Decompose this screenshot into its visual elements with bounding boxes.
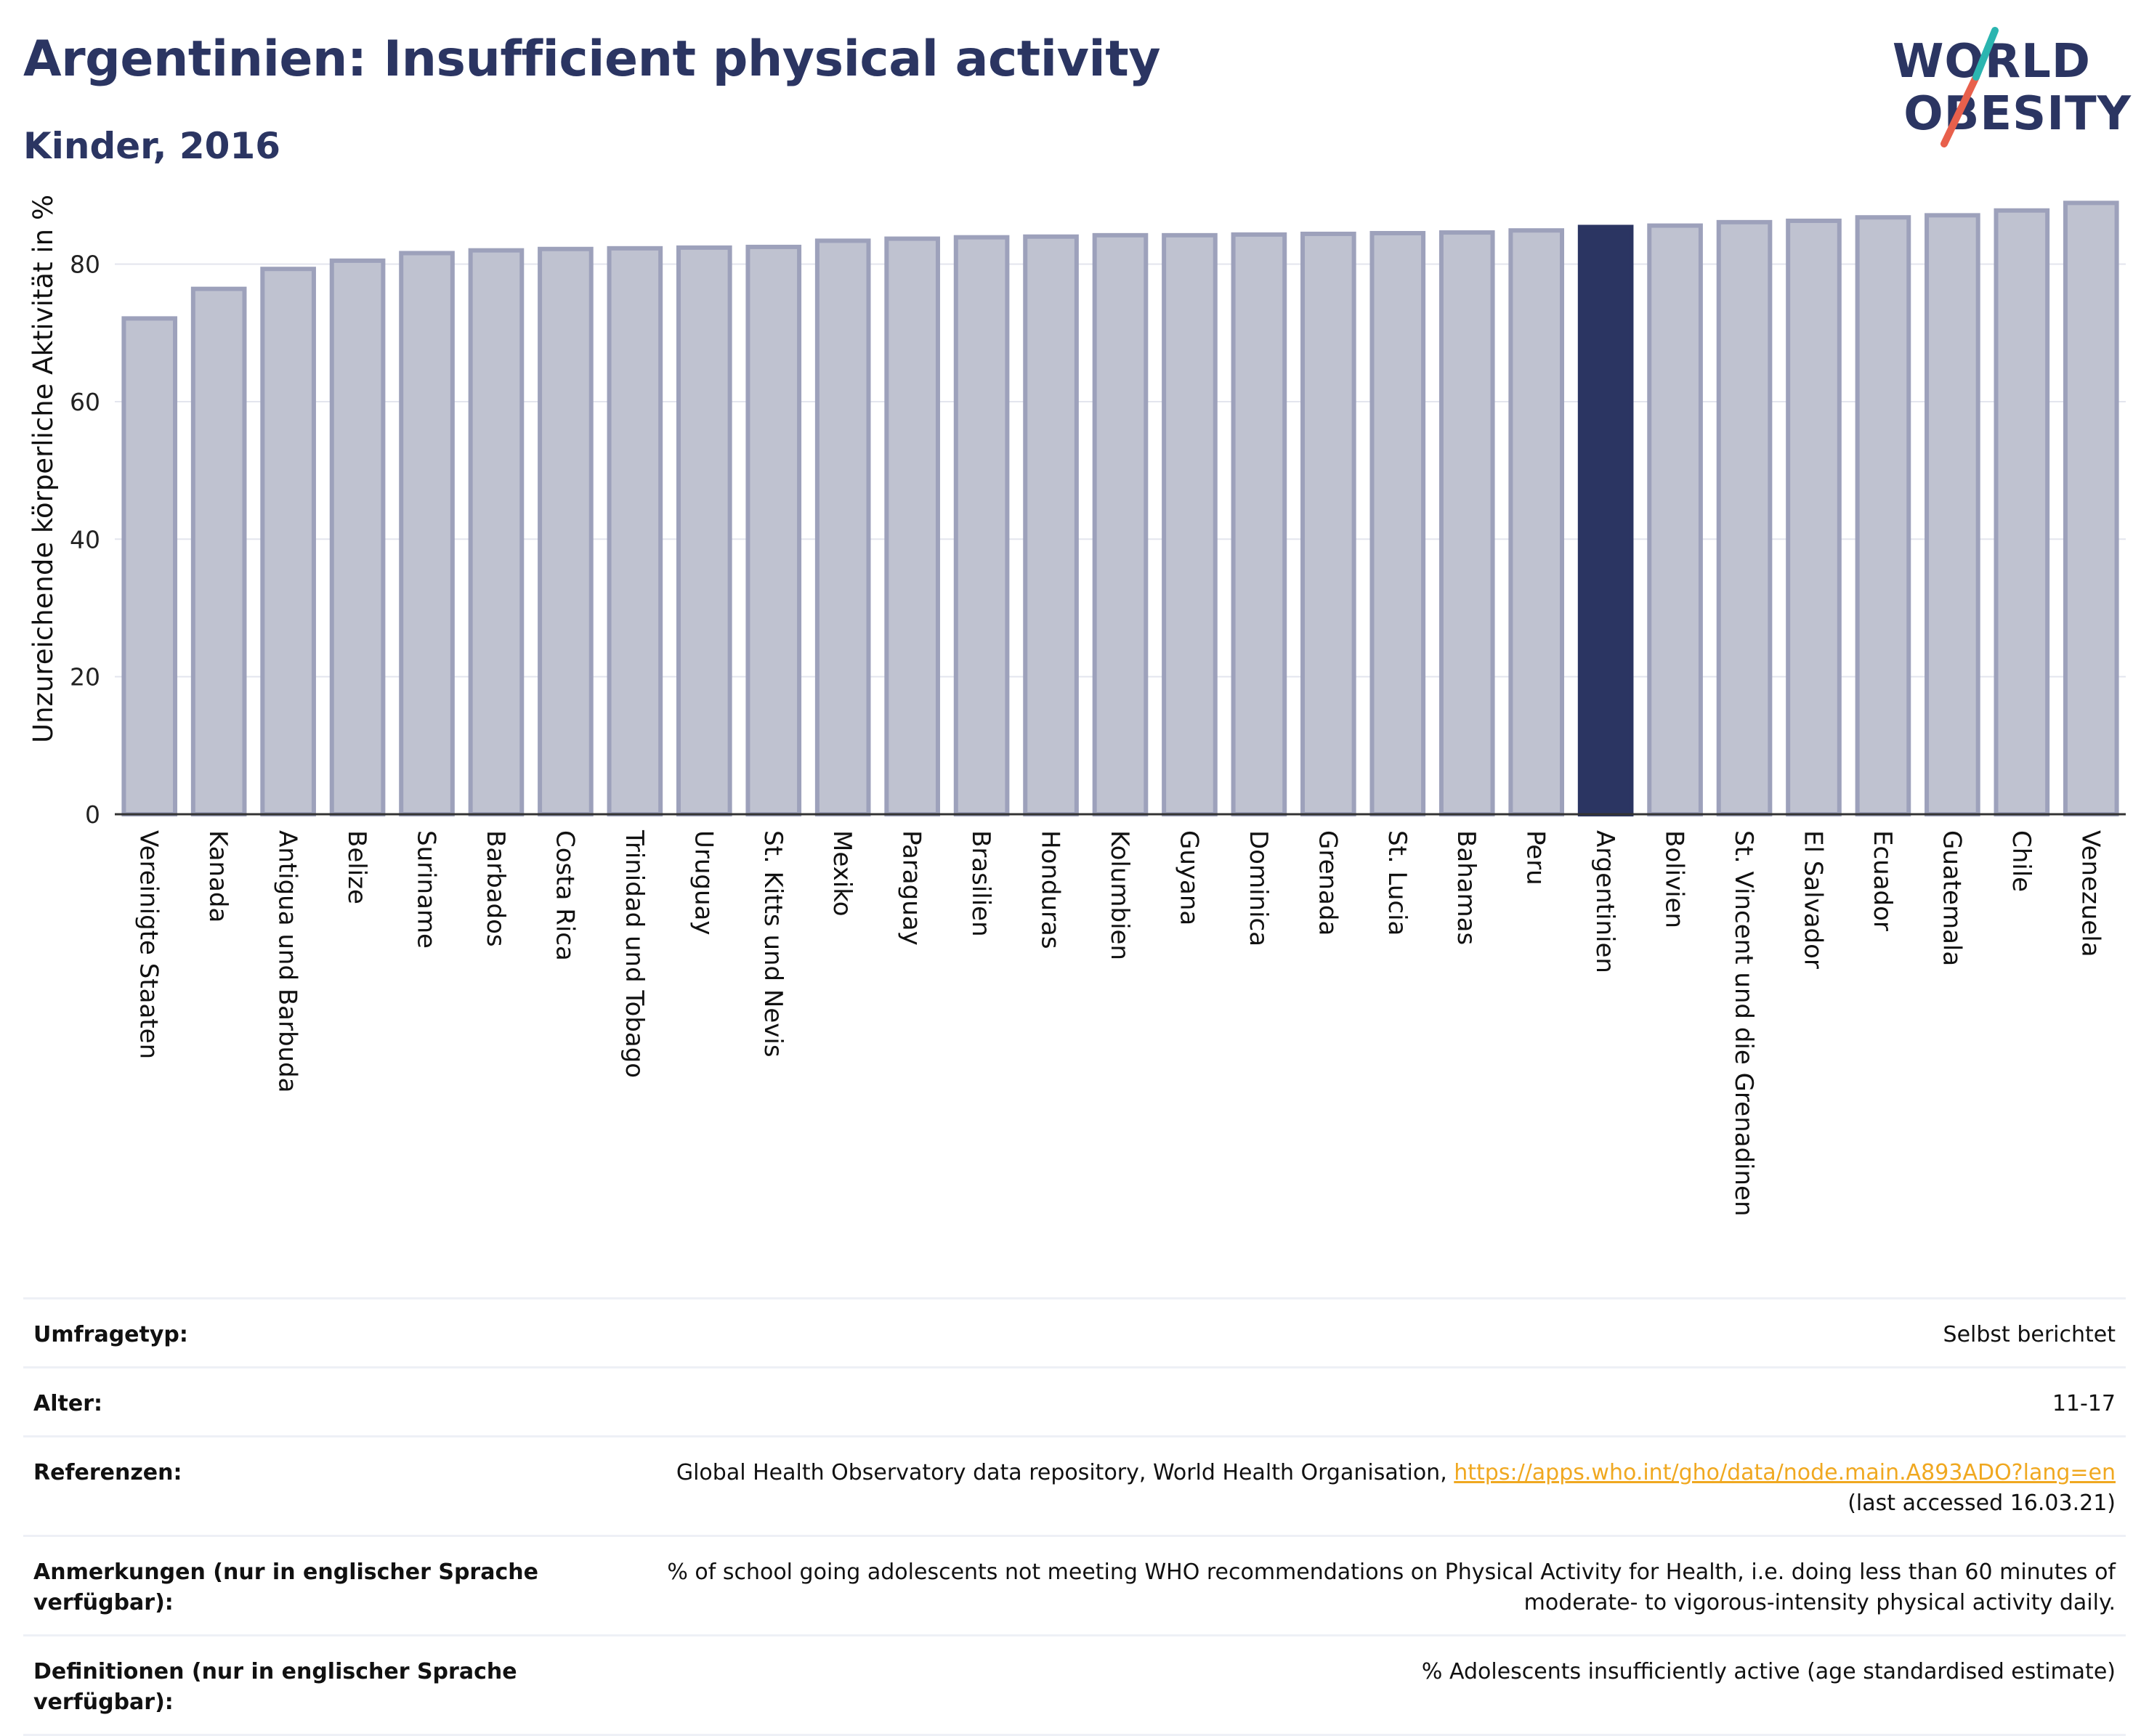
bar-vereinigte-staaten	[121, 316, 178, 817]
x-tick-label: Guatemala	[1937, 830, 1966, 966]
meta-label: Umfragetyp:	[33, 1322, 188, 1347]
bar-guatemala	[1925, 213, 1980, 817]
bar-st-vincent-und-die-grenadinen	[1716, 219, 1773, 816]
bar-guyana	[1162, 232, 1218, 816]
meta-value: 11-17	[2052, 1391, 2116, 1416]
world-obesity-logo: WORLD OBESITY	[1893, 22, 2132, 153]
bar-brasilien	[953, 235, 1010, 817]
bar-el-salvador	[1786, 218, 1842, 817]
x-tick-label: Bolivien	[1660, 830, 1689, 928]
bar-suriname	[399, 251, 455, 816]
meta-value: Selbst berichtet	[1943, 1322, 2116, 1347]
meta-row-survey-type: Umfragetyp: Selbst berichtet	[23, 1297, 2126, 1366]
logo-word-obesity: OBESITY	[1903, 87, 2132, 141]
x-tick-label: Guyana	[1174, 830, 1203, 925]
bar-barbados	[468, 248, 525, 817]
meta-label: Definitionen (nur in englischer Sprache …	[33, 1659, 517, 1715]
x-tick-label: El Salvador	[1798, 830, 1827, 969]
meta-value: % of school going adolescents not meetin…	[667, 1559, 2116, 1615]
y-tick-label: 60	[70, 388, 100, 416]
x-tick-label: Antigua und Barbuda	[273, 830, 302, 1093]
y-tick-label: 80	[70, 251, 100, 279]
bar-chart: 0 20 40 60 80 Vereinigte Staaten Kanada Antigu…	[28, 195, 2126, 1217]
metadata-table: Umfragetyp: Selbst berichtet Alter: 11-1…	[23, 1297, 2126, 1736]
bar-belize	[329, 258, 386, 816]
x-tick-label: Bahamas	[1452, 830, 1481, 945]
meta-value-references: Global Health Observatory data repositor…	[557, 1458, 2116, 1519]
x-tick-label: Kanada	[203, 830, 232, 922]
bar-st-lucia	[1369, 231, 1426, 816]
x-tick-label: Venezuela	[2076, 830, 2105, 957]
meta-row-references: Referenzen: Global Health Observatory da…	[23, 1435, 2126, 1535]
logo-slash-icon	[1940, 27, 1999, 147]
bar-peru	[1508, 228, 1565, 816]
bar-antigua-und-barbuda	[260, 267, 316, 817]
x-tick-label: St. Lucia	[1383, 830, 1412, 936]
x-tick-label: Vereinigte Staaten	[134, 830, 163, 1059]
chart-bars	[121, 200, 2119, 817]
meta-row-age: Alter: 11-17	[23, 1366, 2126, 1435]
meta-label: Alter:	[33, 1391, 102, 1416]
bar-paraguay	[884, 236, 940, 816]
x-tick-label: Paraguay	[897, 830, 926, 946]
x-tick-label: Peru	[1521, 830, 1550, 885]
x-tick-label: Honduras	[1036, 830, 1065, 949]
x-tick-label: Grenada	[1313, 830, 1342, 936]
meta-label: Referenzen:	[33, 1460, 182, 1485]
bar-dominica	[1231, 232, 1287, 816]
x-tick-label: Chile	[2007, 830, 2036, 892]
x-tick-label: Brasilien	[966, 830, 995, 937]
bar-st-kitts-und-nevis	[745, 244, 802, 816]
meta-row-definitions: Definitionen (nur in englischer Sprache …	[23, 1634, 2126, 1736]
bar-chile	[1994, 208, 2050, 816]
x-tick-label: St. Kitts und Nevis	[758, 830, 788, 1058]
bar-grenada	[1300, 231, 1356, 817]
y-axis-label: Unzureichende körperliche Aktivität in %	[28, 195, 59, 743]
meta-row-notes: Anmerkungen (nur in englischer Sprache v…	[23, 1535, 2126, 1634]
x-axis-ticks: Vereinigte Staaten Kanada Antigua und Barb…	[134, 830, 2105, 1217]
page-subtitle: Kinder, 2016	[23, 125, 281, 167]
bar-argentinien	[1577, 224, 1634, 816]
bar-costa-rica	[538, 246, 594, 816]
bar-bahamas	[1438, 230, 1495, 816]
reference-link[interactable]: https://apps.who.int/gho/data/node.main.…	[1454, 1460, 2116, 1485]
x-tick-label: Dominica	[1244, 830, 1273, 946]
bar-kolumbien	[1092, 232, 1149, 816]
x-tick-label: Trinidad und Tobago	[620, 830, 649, 1078]
bar-venezuela	[2063, 200, 2119, 816]
x-tick-label: Ecuador	[1868, 830, 1897, 931]
y-tick-label: 20	[70, 663, 100, 691]
y-tick-label: 40	[70, 525, 100, 553]
bar-kanada	[190, 286, 247, 817]
x-tick-label: St. Vincent und die Grenadinen	[1729, 830, 1758, 1217]
reference-accessed: (last accessed 16.03.21)	[1848, 1490, 2116, 1516]
x-tick-label: Kolumbien	[1105, 830, 1134, 960]
bar-ecuador	[1855, 215, 1911, 817]
meta-label: Anmerkungen (nur in englischer Sprache v…	[33, 1559, 538, 1615]
meta-value: % Adolescents insufficiently active (age…	[1421, 1659, 2116, 1684]
x-tick-label: Mexiko	[827, 830, 857, 917]
x-tick-label: Costa Rica	[550, 830, 579, 961]
x-tick-label: Argentinien	[1590, 830, 1619, 973]
y-axis-ticks: 0 20 40 60 80	[70, 251, 100, 829]
bar-mexiko	[814, 238, 871, 816]
reference-text: Global Health Observatory data repositor…	[676, 1460, 1454, 1485]
page-title: Argentinien: Insufficient physical activ…	[23, 31, 1161, 88]
bar-honduras	[1023, 234, 1079, 816]
x-tick-label: Barbados	[481, 830, 510, 947]
bar-trinidad-und-tobago	[607, 246, 663, 817]
x-tick-label: Belize	[342, 830, 371, 904]
x-tick-label: Suriname	[412, 830, 441, 949]
y-tick-label: 0	[85, 800, 100, 829]
x-tick-label: Uruguay	[689, 830, 718, 936]
bar-uruguay	[676, 245, 732, 816]
bar-bolivien	[1647, 223, 1703, 816]
